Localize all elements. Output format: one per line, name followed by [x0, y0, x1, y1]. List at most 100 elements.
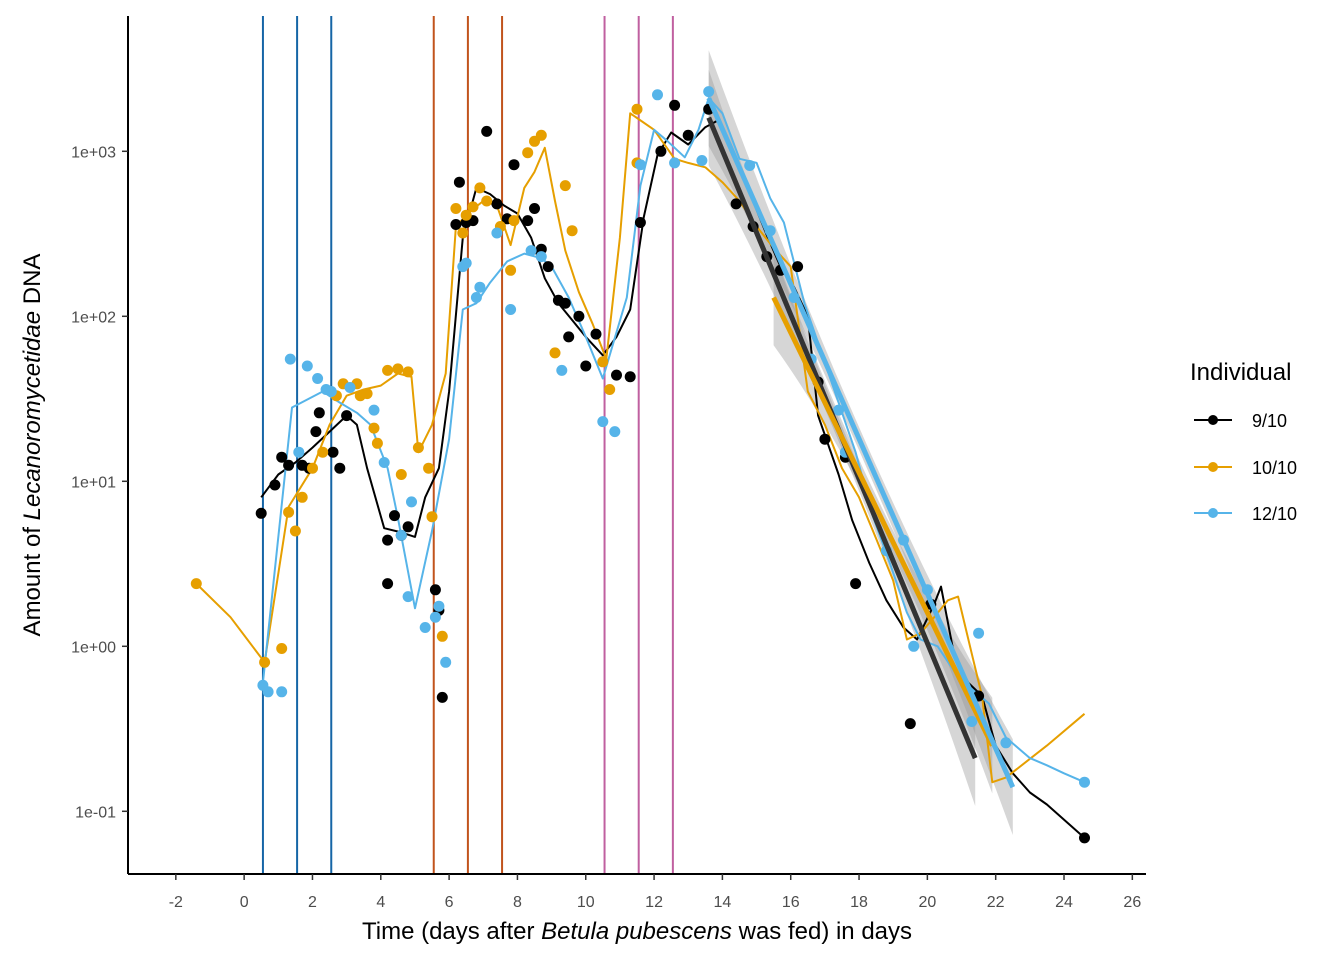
x-tick-label: -2: [169, 894, 183, 911]
data-point: [284, 353, 296, 365]
data-point: [470, 292, 482, 303]
data-point: [559, 297, 571, 309]
data-point: [276, 643, 288, 654]
x-tick-label: 26: [1123, 894, 1141, 911]
x-axis-title-part: was fed) in days: [732, 918, 912, 945]
data-point: [426, 511, 438, 523]
data-point: [371, 437, 383, 449]
data-point: [460, 209, 472, 221]
data-point: [624, 371, 636, 383]
legend: Individual 9/10 10/10 12/10: [1190, 359, 1297, 524]
data-point: [850, 578, 862, 590]
x-tick-label: 14: [714, 894, 732, 911]
data-point: [597, 416, 609, 428]
data-point: [535, 251, 547, 263]
data-point: [1000, 737, 1012, 749]
y-axis-title: Amount of Lecanoromycetidae DNA: [19, 254, 46, 637]
data-point: [508, 215, 520, 227]
data-point: [460, 257, 472, 269]
legend-item-9-10: 9/10: [1194, 411, 1287, 431]
axes: [127, 16, 1146, 875]
data-point: [312, 373, 324, 384]
x-tick-label: 8: [513, 894, 522, 911]
data-point: [289, 525, 301, 537]
regression-lines: [706, 97, 1016, 789]
legend-label: 10/10: [1252, 458, 1297, 478]
regression-line: [771, 296, 995, 747]
data-point: [474, 182, 486, 194]
data-point: [389, 510, 400, 522]
data-point: [542, 261, 554, 273]
data-point: [382, 364, 394, 376]
y-tick-label: 1e+00: [71, 639, 116, 656]
data-point: [730, 198, 742, 210]
x-tick-label: 0: [240, 894, 249, 911]
data-point: [682, 129, 694, 141]
y-tick-label: 1e+01: [71, 474, 116, 491]
data-point: [634, 159, 646, 171]
x-tick-label: 24: [1055, 894, 1073, 911]
data-point: [609, 426, 621, 438]
y-axis-title-part: DNA: [19, 254, 46, 311]
data-point: [382, 578, 394, 590]
data-point: [334, 462, 346, 474]
x-tick-label: 16: [782, 894, 800, 911]
data-point: [259, 656, 271, 668]
y-tick-label: 1e+03: [71, 144, 116, 161]
data-point: [556, 364, 568, 376]
legend-key-dot: [1208, 508, 1218, 518]
data-point: [467, 201, 479, 213]
data-point: [669, 99, 681, 111]
y-tick-label: 1e-01: [75, 804, 116, 821]
data-point: [368, 404, 380, 416]
data-point: [262, 686, 274, 698]
legend-item-10-10: 10/10: [1194, 458, 1297, 478]
legend-item-12-10: 12/10: [1194, 504, 1297, 524]
series-line: [261, 97, 1085, 784]
legend-key-dot: [1208, 462, 1218, 472]
data-point: [307, 462, 318, 474]
data-point: [283, 506, 295, 518]
data-point: [696, 155, 708, 166]
data-point: [792, 261, 804, 273]
data-point: [904, 718, 916, 730]
data-point: [481, 125, 493, 137]
data-point: [491, 198, 503, 210]
data-point: [412, 442, 424, 454]
x-tick-label: 12: [645, 894, 663, 911]
x-tick-label: 10: [577, 894, 595, 911]
data-point: [368, 422, 380, 434]
data-point: [341, 410, 353, 422]
data-point: [327, 446, 339, 458]
data-point: [634, 217, 646, 228]
legend-title: Individual: [1190, 359, 1291, 386]
data-point: [973, 627, 985, 639]
data-point: [522, 215, 534, 227]
data-point: [744, 160, 756, 171]
y-tick-label: 1e+02: [71, 309, 116, 326]
data-point: [580, 360, 592, 372]
data-point: [833, 404, 845, 416]
data-point: [669, 157, 681, 169]
data-point: [819, 433, 831, 445]
data-point: [450, 219, 462, 230]
legend-key-dot: [1208, 415, 1218, 425]
x-axis-title-italic: Betula pubescens: [541, 918, 732, 945]
data-point: [590, 328, 602, 340]
data-point: [549, 347, 561, 359]
data-point: [402, 521, 414, 533]
data-point: [276, 451, 288, 463]
x-tick-label: 6: [445, 894, 454, 911]
x-axis-title-part: Time (days after: [362, 918, 541, 945]
data-point: [406, 496, 417, 508]
y-ticks: 1e-01 1e+00 1e+01 1e+02 1e+03: [71, 144, 128, 821]
data-point: [190, 578, 202, 590]
data-point: [529, 203, 540, 214]
legend-label: 12/10: [1252, 504, 1297, 524]
data-point: [301, 360, 313, 372]
x-axis-title: Time (days after Betula pubescens was fe…: [362, 918, 912, 945]
y-axis-title-italic: Lecanoromycetidae: [19, 311, 46, 520]
data-point: [423, 462, 435, 474]
data-point: [703, 86, 715, 98]
